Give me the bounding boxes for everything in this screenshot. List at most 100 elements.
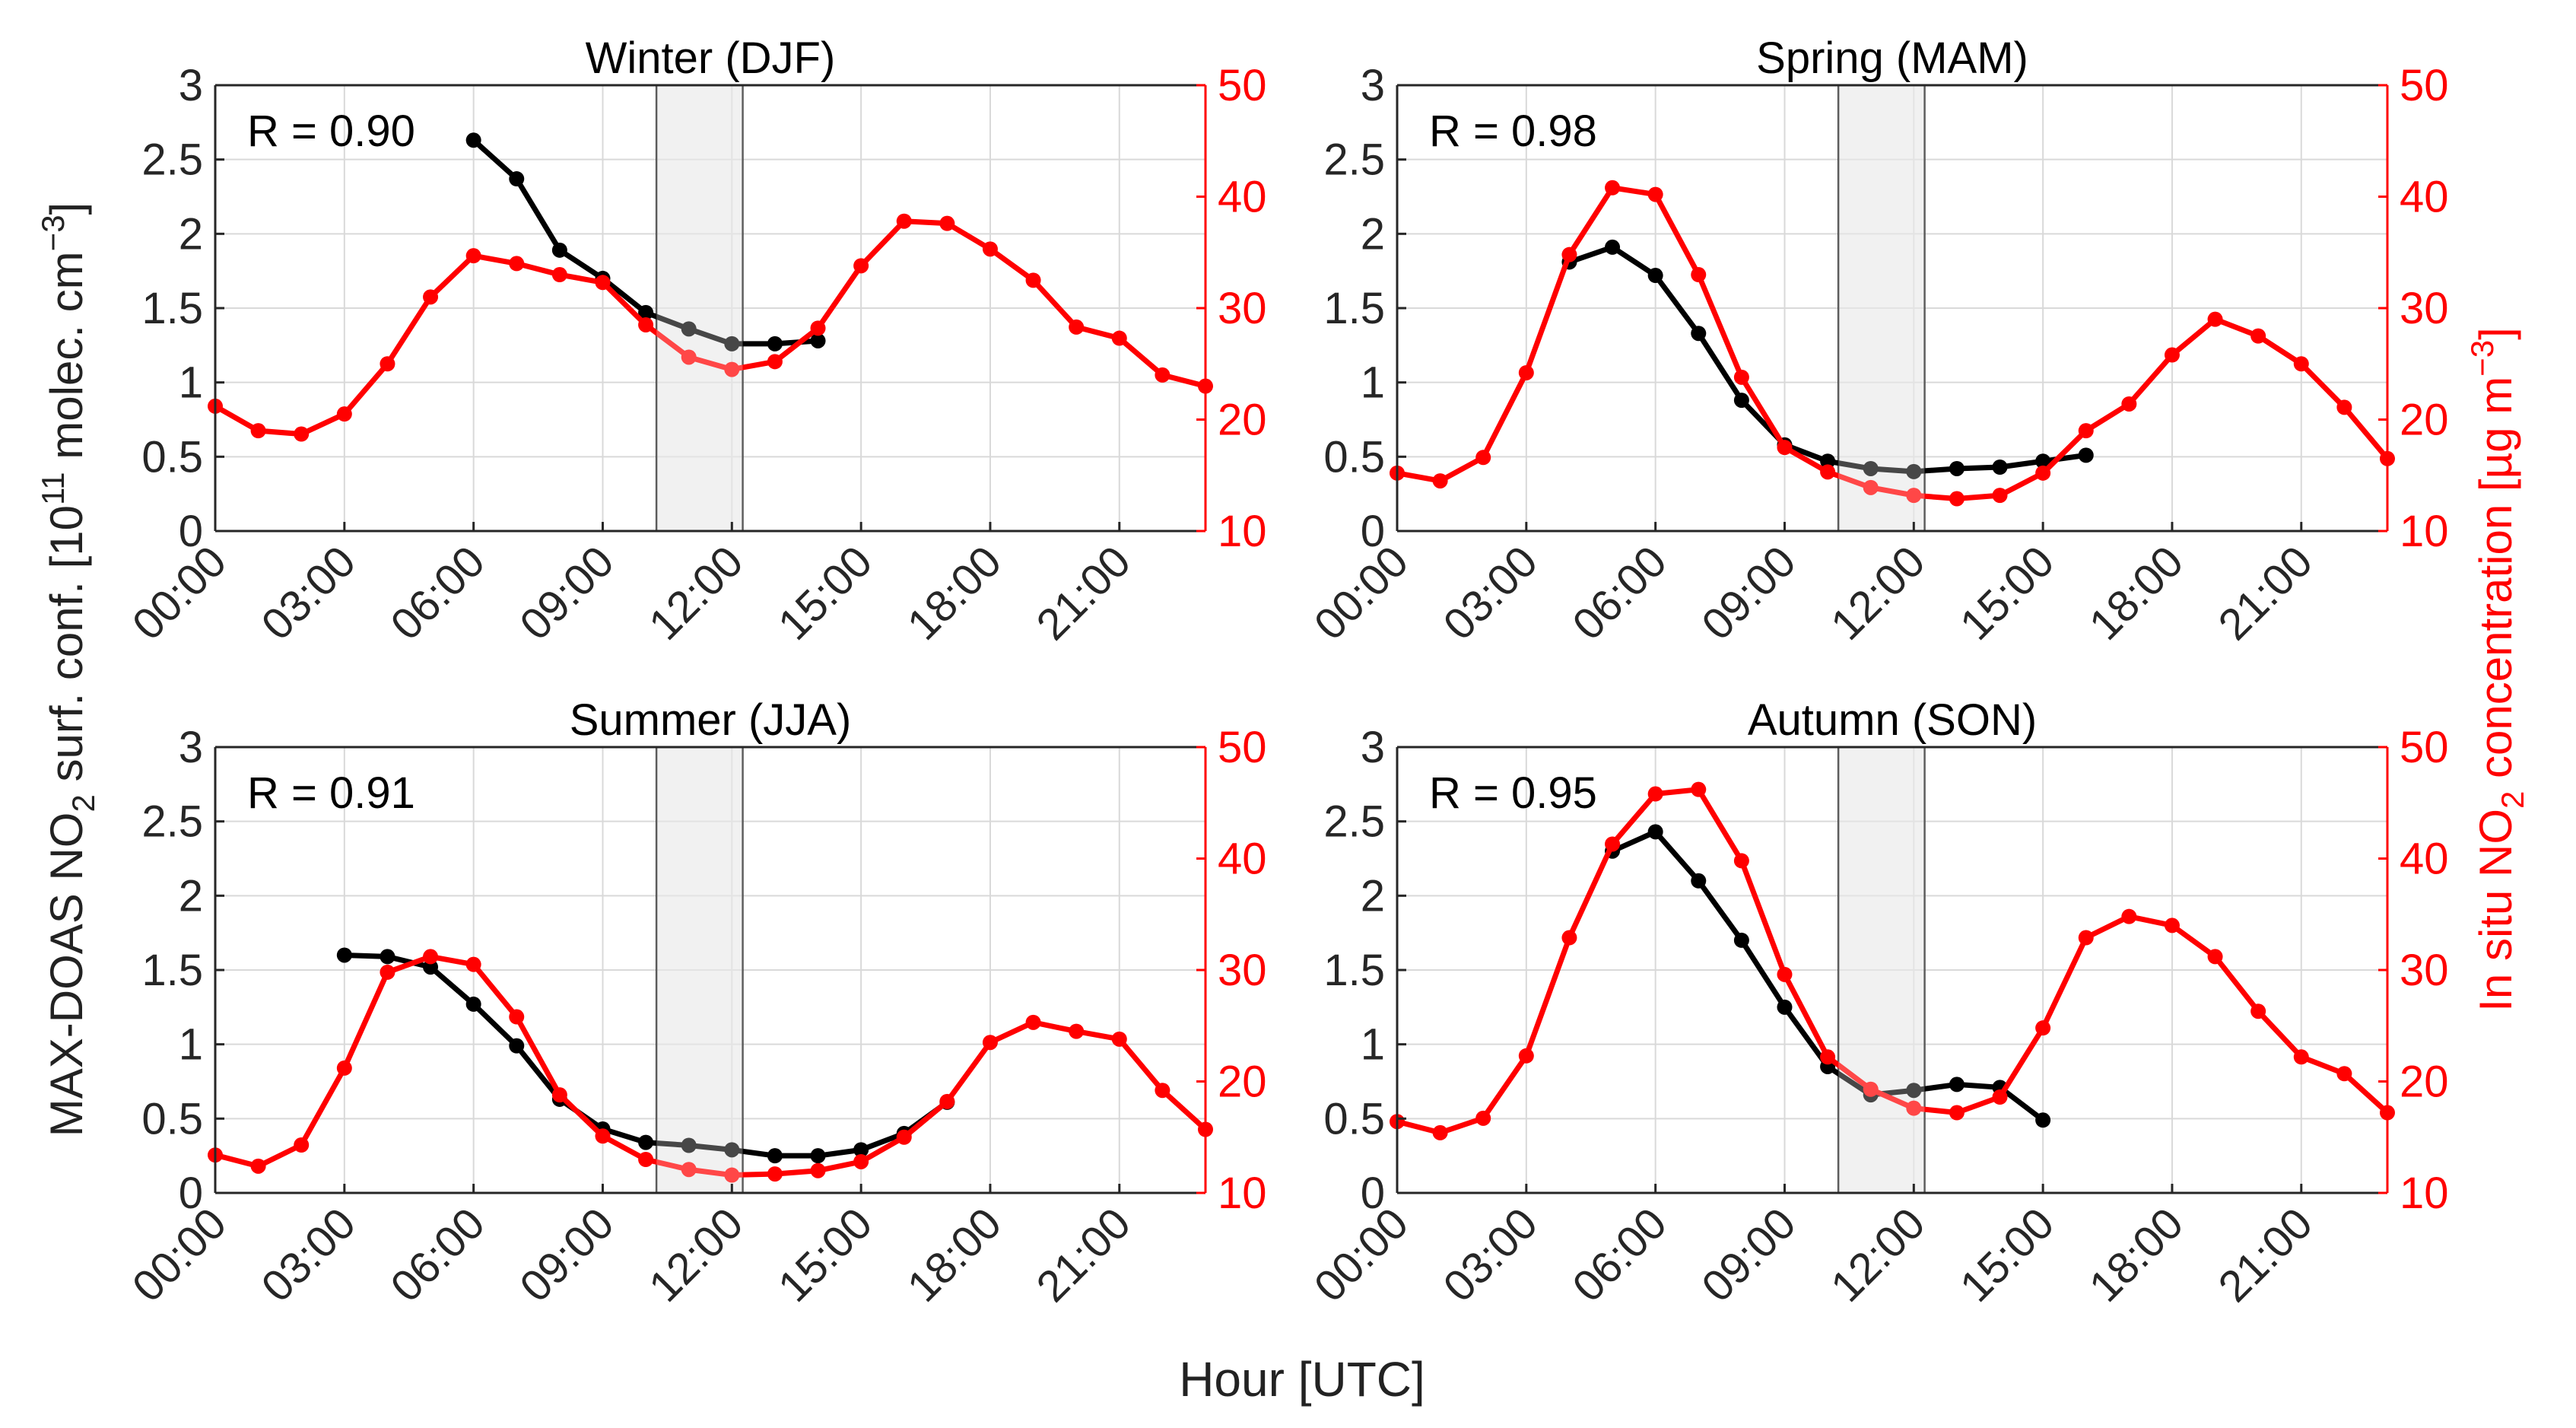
data-point — [2035, 1020, 2051, 1036]
data-point — [1155, 1083, 1170, 1099]
data-point — [767, 354, 783, 370]
tick-label-left: 0.5 — [141, 432, 203, 482]
series-insitu — [1390, 180, 2395, 507]
data-point — [1949, 460, 1965, 476]
ylabel-right-mid: concentration [µg m — [2470, 377, 2521, 791]
panel-title: Spring (MAM) — [1756, 33, 2028, 83]
data-point — [2035, 465, 2051, 481]
data-point — [1605, 239, 1621, 255]
data-point — [2164, 347, 2180, 363]
correlation-annotation: R = 0.90 — [247, 107, 415, 156]
data-point — [1691, 326, 1707, 342]
panel-title: Autumn (SON) — [1748, 695, 2037, 745]
data-point — [1605, 180, 1621, 196]
ylabel-right-end: ] — [2470, 327, 2521, 340]
data-point — [1647, 786, 1663, 802]
x-axis-label: Hour [UTC] — [1179, 1352, 1425, 1407]
data-point — [1906, 463, 1922, 479]
data-point — [939, 215, 955, 231]
y-axis-label-right: In situ NO2 concentration [µg m−3] — [2464, 327, 2530, 1012]
data-point — [294, 1137, 310, 1153]
data-point — [1906, 1083, 1922, 1099]
tick-label-left: 0 — [179, 507, 203, 556]
y-axis-label-left: MAX-DOAS NO2 surf. conf. [1011 molec. cm… — [35, 202, 101, 1137]
data-point — [1863, 460, 1879, 476]
data-point — [681, 349, 697, 365]
data-point — [681, 321, 697, 337]
data-point — [724, 1142, 740, 1158]
ylabel-left-sub: 2 — [65, 794, 101, 812]
series-insitu — [208, 213, 1213, 442]
data-point — [551, 1087, 567, 1103]
tick-label-right: 20 — [1218, 1057, 1267, 1107]
data-point — [810, 1162, 826, 1178]
tick-label-left: 0 — [179, 1169, 203, 1218]
data-point — [1647, 268, 1663, 284]
data-point — [1992, 460, 2008, 475]
data-point — [2293, 1049, 2309, 1065]
data-point — [1475, 450, 1491, 466]
data-point — [509, 256, 525, 272]
data-point — [1518, 1048, 1534, 1064]
band-overlay — [1838, 747, 1925, 1193]
data-point — [1777, 440, 1793, 456]
tick-label-left: 2 — [179, 871, 203, 921]
tick-label-right: 30 — [1218, 946, 1267, 995]
tick-label-left: 0.5 — [1323, 432, 1385, 482]
data-point — [1647, 824, 1663, 840]
tick-label-left: 1.5 — [1323, 946, 1385, 995]
data-point — [509, 1038, 525, 1054]
data-point — [724, 361, 740, 377]
data-point — [681, 1137, 697, 1153]
data-point — [1733, 932, 1749, 948]
data-point — [1863, 479, 1879, 495]
data-point — [336, 947, 352, 963]
data-point — [380, 356, 395, 372]
ylabel-left-prefix: MAX-DOAS NO — [41, 813, 92, 1137]
series-line — [1396, 185, 2390, 502]
data-point — [551, 242, 567, 258]
data-point — [1561, 930, 1577, 946]
data-point — [896, 1129, 912, 1145]
data-point — [250, 423, 266, 439]
panel-title: Winter (DJF) — [586, 33, 836, 83]
data-point — [1561, 246, 1577, 262]
data-point — [1691, 781, 1707, 797]
data-point — [1025, 1014, 1041, 1030]
data-point — [1025, 272, 1041, 288]
data-point — [294, 426, 310, 442]
tick-label-right: 50 — [1218, 723, 1267, 772]
correlation-annotation: R = 0.91 — [247, 768, 415, 818]
tick-label-right: 30 — [2400, 946, 2449, 995]
data-point — [638, 1134, 654, 1150]
tick-label-left: 3 — [179, 61, 203, 110]
data-point — [336, 406, 352, 422]
data-point — [509, 1009, 525, 1025]
data-point — [1069, 319, 1085, 335]
data-point — [1777, 999, 1793, 1015]
tick-label-right: 50 — [1218, 61, 1267, 110]
data-point — [1949, 1077, 1965, 1092]
tick-label-left: 2.5 — [141, 135, 203, 185]
correlation-annotation: R = 0.98 — [1429, 107, 1597, 156]
data-point — [2250, 1003, 2266, 1019]
data-point — [1949, 1105, 1965, 1121]
data-point — [423, 949, 439, 965]
data-point — [1647, 186, 1663, 202]
series-maxdoas — [465, 132, 826, 351]
tick-label-left: 1 — [179, 1020, 203, 1070]
data-point — [638, 304, 654, 320]
data-point — [939, 1093, 955, 1109]
tick-label-left: 1.5 — [141, 284, 203, 333]
data-point — [423, 289, 439, 305]
band-overlay — [1838, 85, 1925, 531]
data-point — [1906, 488, 1922, 504]
data-point — [982, 1035, 998, 1051]
data-point — [1733, 369, 1749, 385]
tick-label-left: 3 — [179, 723, 203, 772]
tick-label-right: 40 — [2400, 173, 2449, 222]
data-point — [1820, 453, 1836, 469]
tick-label-right: 30 — [2400, 284, 2449, 333]
data-point — [2164, 918, 2180, 933]
tick-label-right: 20 — [2400, 396, 2449, 445]
